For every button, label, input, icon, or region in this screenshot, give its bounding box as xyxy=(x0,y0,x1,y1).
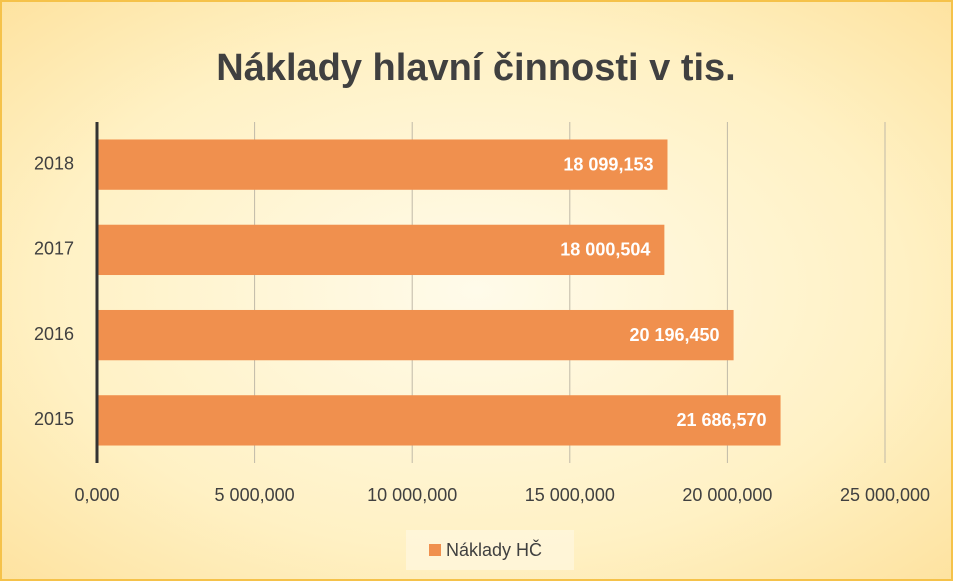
x-tick-label: 0,000 xyxy=(74,485,119,505)
x-tick-label: 20 000,000 xyxy=(682,485,772,505)
x-tick-label: 5 000,000 xyxy=(215,485,295,505)
y-tick-label: 2017 xyxy=(34,239,74,259)
y-tick-label: 2016 xyxy=(34,324,74,344)
data-label: 18 000,504 xyxy=(560,240,650,260)
chart-title: Náklady hlavní činnosti v tis. xyxy=(216,47,736,89)
bar xyxy=(97,139,668,190)
legend-swatch xyxy=(429,544,441,556)
bar xyxy=(97,224,665,276)
y-tick-label: 2018 xyxy=(34,153,74,173)
data-label: 20 196,450 xyxy=(629,325,719,345)
legend-label: Náklady HČ xyxy=(446,539,542,560)
x-tick-label: 15 000,000 xyxy=(525,485,615,505)
bar xyxy=(97,309,734,361)
bar xyxy=(97,395,781,446)
y-tick-label: 2015 xyxy=(34,409,74,429)
x-tick-label: 25 000,000 xyxy=(840,485,930,505)
x-tick-label: 10 000,000 xyxy=(367,485,457,505)
data-label: 18 099,153 xyxy=(563,154,653,174)
data-label: 21 686,570 xyxy=(676,410,766,430)
